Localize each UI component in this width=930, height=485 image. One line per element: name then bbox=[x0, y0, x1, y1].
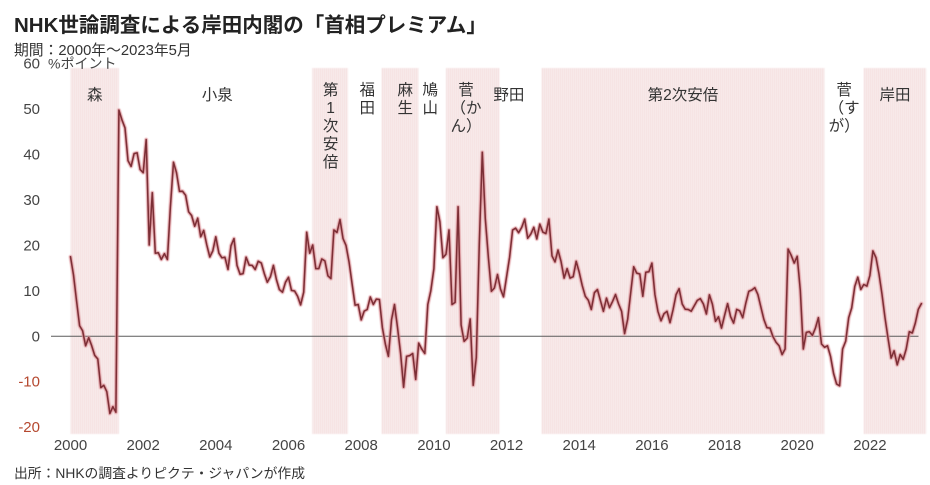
svg-text:2014: 2014 bbox=[563, 437, 596, 454]
svg-text:2006: 2006 bbox=[272, 437, 305, 454]
svg-text:安: 安 bbox=[323, 135, 339, 153]
svg-text:山: 山 bbox=[422, 99, 438, 117]
svg-text:生: 生 bbox=[398, 99, 414, 117]
svg-text:福: 福 bbox=[359, 81, 375, 99]
svg-text:2012: 2012 bbox=[490, 437, 523, 454]
svg-text:2010: 2010 bbox=[417, 437, 450, 454]
svg-text:が）: が） bbox=[829, 117, 860, 135]
svg-text:倍: 倍 bbox=[323, 153, 339, 171]
svg-text:2022: 2022 bbox=[853, 437, 886, 454]
svg-text:菅: 菅 bbox=[836, 81, 852, 99]
svg-text:小泉: 小泉 bbox=[202, 86, 233, 104]
svg-text:2002: 2002 bbox=[127, 437, 160, 454]
svg-text:30: 30 bbox=[23, 192, 40, 209]
svg-text:次: 次 bbox=[323, 117, 339, 135]
svg-text:2000: 2000 bbox=[54, 437, 87, 454]
svg-text:10: 10 bbox=[23, 283, 40, 300]
svg-text:鳩: 鳩 bbox=[422, 81, 438, 99]
svg-text:野田: 野田 bbox=[493, 86, 524, 104]
svg-text:森: 森 bbox=[87, 86, 103, 104]
svg-text:40: 40 bbox=[23, 147, 40, 164]
svg-text:麻: 麻 bbox=[398, 81, 414, 99]
svg-text:0: 0 bbox=[32, 328, 40, 345]
svg-text:菅: 菅 bbox=[458, 81, 474, 99]
svg-text:第2次安倍: 第2次安倍 bbox=[648, 86, 719, 104]
svg-text:岸田: 岸田 bbox=[879, 86, 910, 104]
svg-text:-20: -20 bbox=[18, 419, 40, 436]
svg-text:田: 田 bbox=[359, 100, 375, 117]
svg-text:20: 20 bbox=[23, 237, 40, 254]
svg-text:ん）: ん） bbox=[450, 118, 481, 135]
svg-text:第: 第 bbox=[323, 81, 339, 99]
svg-text:-10: -10 bbox=[18, 374, 40, 391]
svg-text:2004: 2004 bbox=[199, 437, 232, 454]
svg-text:2018: 2018 bbox=[708, 437, 741, 454]
svg-text:（か: （か bbox=[450, 100, 481, 117]
svg-text:50: 50 bbox=[23, 101, 40, 118]
svg-text:2016: 2016 bbox=[635, 437, 668, 454]
svg-text:2008: 2008 bbox=[345, 437, 378, 454]
svg-text:（す: （す bbox=[829, 99, 860, 117]
svg-text:2020: 2020 bbox=[781, 437, 814, 454]
svg-text:1: 1 bbox=[326, 100, 335, 117]
